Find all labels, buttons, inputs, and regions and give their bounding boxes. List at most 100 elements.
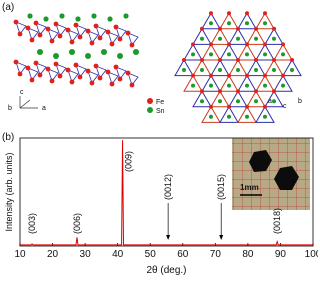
fe-atom — [113, 64, 119, 70]
sn-atom — [209, 83, 213, 88]
x-tick-label: 90 — [275, 249, 287, 260]
fe-atom — [109, 41, 115, 47]
fe-triangle — [47, 68, 59, 82]
legend-marker — [147, 107, 153, 113]
sn-atom — [85, 53, 91, 59]
sn-atom — [227, 83, 231, 88]
sn-atom — [227, 52, 231, 57]
fe-triangle — [15, 61, 27, 75]
fe-atom — [85, 68, 91, 74]
fe-atom — [272, 89, 276, 94]
peak-label: (0012) — [163, 174, 173, 200]
fe-atom — [290, 58, 294, 62]
kagome-triangle — [237, 12, 257, 30]
kagome-triangle — [246, 90, 266, 108]
kagome-triangle — [237, 105, 257, 123]
kagome-triangle — [192, 90, 212, 108]
fe-atom — [218, 89, 222, 94]
sn-atom — [107, 16, 113, 22]
legend-marker — [147, 98, 153, 104]
kagome-triangle — [282, 58, 302, 77]
kagome-triangle — [237, 74, 257, 92]
inset-photo: 1mm — [232, 138, 310, 210]
axis-letter: b — [298, 98, 302, 105]
sn-atom — [236, 99, 240, 104]
x-tick-label: 60 — [177, 249, 189, 260]
kagome-triangle — [228, 27, 248, 45]
peak-label: (009) — [124, 151, 134, 172]
kagome-triangle — [192, 58, 212, 77]
fe-atom — [33, 60, 39, 66]
fe-atom — [281, 42, 285, 47]
fe-atom — [65, 67, 71, 73]
fe-atom — [53, 21, 59, 27]
axis-letter: b — [8, 105, 12, 112]
fe-atom — [57, 73, 63, 79]
kagome-triangle — [201, 105, 221, 123]
kagome-triangle — [219, 74, 239, 92]
peak-label: (0015) — [216, 174, 226, 200]
sn-atom — [281, 83, 285, 88]
fe-atom — [209, 73, 213, 78]
fe-atom — [65, 27, 71, 33]
fe-atom — [117, 36, 123, 42]
fe-atom — [218, 58, 222, 62]
sn-atom — [272, 36, 276, 41]
sn-atom — [245, 114, 249, 119]
fe-atom — [13, 19, 19, 25]
arrow-head — [166, 235, 171, 240]
fe-atom — [191, 42, 195, 47]
sn-atom — [191, 83, 195, 88]
fe-atom — [254, 58, 258, 62]
sn-atom — [133, 49, 139, 55]
fe-atom — [209, 11, 213, 16]
fe-atom — [53, 61, 59, 67]
fe-atom — [97, 35, 103, 41]
fe-atom — [272, 58, 276, 62]
sn-atom — [254, 68, 258, 72]
sn-atom — [43, 16, 49, 22]
fe-atom — [200, 26, 204, 31]
fe-atom — [49, 38, 55, 44]
axis-arrows — [19, 96, 38, 109]
sn-atom — [218, 68, 222, 72]
fe-atom — [227, 104, 231, 109]
xrd-pattern — [20, 140, 313, 246]
fe-atom — [17, 31, 23, 37]
fe-atom — [29, 37, 35, 43]
sn-atom — [263, 21, 267, 26]
sn-atom — [272, 99, 276, 104]
kagome-triangle — [264, 58, 284, 77]
fe-atom — [49, 78, 55, 84]
fe-atom — [93, 63, 99, 69]
fe-triangle — [75, 64, 87, 78]
kagome-triangle — [228, 58, 248, 77]
crystal-top-view — [174, 11, 302, 123]
fe-triangle — [27, 27, 39, 41]
kagome-triangle — [192, 27, 212, 45]
sn-atom — [69, 49, 75, 55]
fe-atom — [191, 73, 195, 78]
fe-atom — [236, 89, 240, 94]
kagome-triangle — [255, 105, 275, 123]
kagome-triangle — [201, 12, 221, 30]
x-tick-label: 100 — [305, 249, 318, 260]
fe-atom — [77, 34, 83, 40]
fe-atom — [85, 28, 91, 34]
fe-atom — [109, 81, 115, 87]
fe-atom — [37, 72, 43, 78]
fe-atom — [17, 71, 23, 77]
fe-atom — [117, 76, 123, 82]
fe-triangle — [75, 24, 87, 38]
inset-label: 1mm — [240, 183, 259, 192]
fe-triangle — [35, 62, 47, 76]
crystal-side-view — [13, 13, 139, 88]
kagome-triangle — [201, 74, 221, 92]
fe-atom — [89, 80, 95, 86]
fe-triangle — [47, 28, 59, 42]
y-axis-label: Intensity (arb. units) — [4, 152, 14, 231]
sn-atom — [191, 52, 195, 57]
kagome-triangle — [264, 27, 284, 45]
fe-atom — [254, 26, 258, 31]
